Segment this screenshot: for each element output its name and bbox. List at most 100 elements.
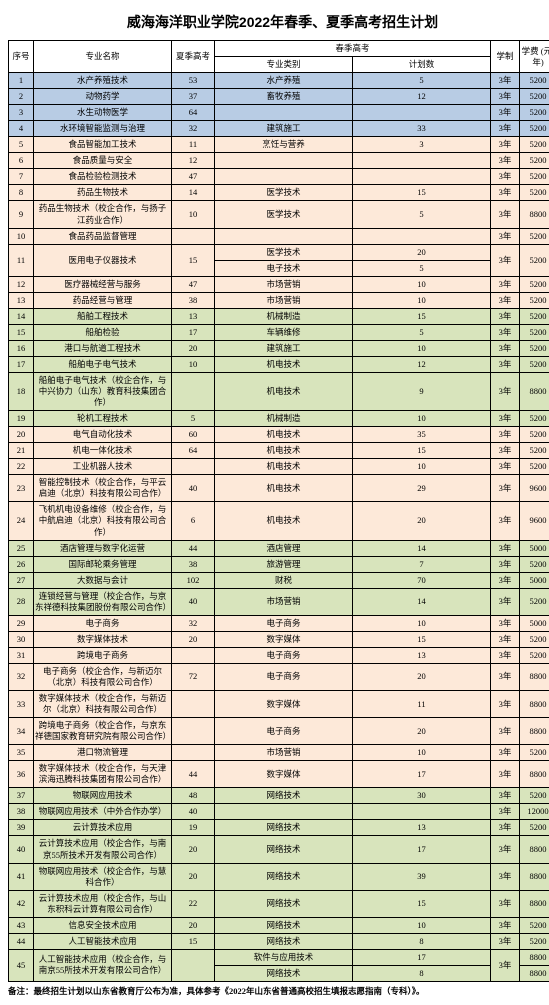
cell-tuition: 8800 xyxy=(520,718,549,745)
cell-tuition: 5200 xyxy=(520,588,549,615)
cell-seq: 18 xyxy=(9,372,34,410)
cell-sys: 3年 xyxy=(491,917,520,933)
cell-cat: 机电技术 xyxy=(215,427,353,443)
cell-seq: 14 xyxy=(9,308,34,324)
cell-sys: 3年 xyxy=(491,121,520,137)
cell-summer: 32 xyxy=(172,121,215,137)
cell-seq: 36 xyxy=(9,761,34,788)
cell-tuition: 5200 xyxy=(520,228,549,244)
cell-plan: 30 xyxy=(353,788,491,804)
cell-summer xyxy=(172,949,215,981)
cell-seq: 1 xyxy=(9,73,34,89)
cell-plan xyxy=(353,153,491,169)
cell-summer: 10 xyxy=(172,201,215,228)
cell-plan: 20 xyxy=(353,244,491,260)
cell-cat: 水产养殖 xyxy=(215,73,353,89)
cell-plan: 10 xyxy=(353,276,491,292)
cell-seq: 28 xyxy=(9,588,34,615)
cell-tuition: 8800 xyxy=(520,663,549,690)
cell-summer: 38 xyxy=(172,292,215,308)
cell-plan: 17 xyxy=(353,949,491,965)
cell-cat: 数字媒体 xyxy=(215,761,353,788)
cell-plan: 10 xyxy=(353,615,491,631)
cell-seq: 4 xyxy=(9,121,34,137)
cell-cat: 电子商务 xyxy=(215,647,353,663)
cell-tuition: 8800 xyxy=(520,949,549,965)
cell-sys: 3年 xyxy=(491,836,520,863)
table-row: 27大数据与会计102财税703年5000 xyxy=(9,572,549,588)
cell-sys: 3年 xyxy=(491,244,520,276)
cell-seq: 43 xyxy=(9,917,34,933)
cell-cat: 医学技术 xyxy=(215,244,353,260)
cell-plan: 11 xyxy=(353,691,491,718)
cell-cat: 市场营销 xyxy=(215,745,353,761)
table-row: 30数字媒体技术20数字媒体153年5200 xyxy=(9,631,549,647)
cell-summer: 40 xyxy=(172,804,215,820)
cell-sys: 3年 xyxy=(491,788,520,804)
cell-cat: 网络技术 xyxy=(215,933,353,949)
cell-tuition: 9600 xyxy=(520,502,549,540)
cell-summer: 17 xyxy=(172,324,215,340)
cell-tuition: 5200 xyxy=(520,631,549,647)
cell-sys: 3年 xyxy=(491,185,520,201)
cell-tuition: 5200 xyxy=(520,105,549,121)
cell-tuition: 8800 xyxy=(520,890,549,917)
cell-seq: 6 xyxy=(9,153,34,169)
cell-sys: 3年 xyxy=(491,411,520,427)
cell-summer: 32 xyxy=(172,615,215,631)
cell-tuition: 8800 xyxy=(520,372,549,410)
cell-tuition: 5200 xyxy=(520,153,549,169)
cell-summer xyxy=(172,745,215,761)
th-spring-cat: 专业类别 xyxy=(215,57,353,73)
cell-seq: 31 xyxy=(9,647,34,663)
cell-summer: 22 xyxy=(172,890,215,917)
cell-major: 物联网应用技术（校企合作，与慧科合作） xyxy=(34,863,172,890)
cell-cat: 电子商务 xyxy=(215,663,353,690)
cell-cat: 机电技术 xyxy=(215,475,353,502)
cell-plan: 35 xyxy=(353,427,491,443)
th-spring-plan: 计划数 xyxy=(353,57,491,73)
cell-summer: 20 xyxy=(172,836,215,863)
cell-major: 电子商务（校企合作，与新迈尔（北京）科技有限公司合作） xyxy=(34,663,172,690)
cell-major: 跨境电子商务 xyxy=(34,647,172,663)
table-row: 1水产养殖技术53水产养殖53年5200 xyxy=(9,73,549,89)
cell-summer: 47 xyxy=(172,169,215,185)
cell-sys: 3年 xyxy=(491,73,520,89)
cell-plan: 70 xyxy=(353,572,491,588)
cell-cat: 网络技术 xyxy=(215,863,353,890)
cell-summer: 5 xyxy=(172,411,215,427)
cell-summer xyxy=(172,459,215,475)
cell-summer: 14 xyxy=(172,185,215,201)
cell-cat: 软件与应用技术 xyxy=(215,949,353,965)
cell-major: 药品生物技术 xyxy=(34,185,172,201)
cell-major: 连锁经营与管理（校企合作，与京东祥德科技集团股份有限公司合作） xyxy=(34,588,172,615)
cell-cat: 电子技术 xyxy=(215,260,353,276)
cell-seq: 33 xyxy=(9,691,34,718)
table-row: 44人工智能技术应用15网络技术83年5200 xyxy=(9,933,549,949)
cell-seq: 8 xyxy=(9,185,34,201)
table-row: 5食品智能加工技术11烹饪与营养33年5200 xyxy=(9,137,549,153)
cell-tuition: 12000 xyxy=(520,804,549,820)
cell-sys: 3年 xyxy=(491,933,520,949)
cell-major: 人工智能技术应用 xyxy=(34,933,172,949)
cell-tuition: 5200 xyxy=(520,917,549,933)
cell-major: 信息安全技术应用 xyxy=(34,917,172,933)
cell-plan: 10 xyxy=(353,917,491,933)
th-system: 学制 xyxy=(491,41,520,73)
cell-summer: 20 xyxy=(172,631,215,647)
table-row: 32电子商务（校企合作，与新迈尔（北京）科技有限公司合作）72电子商务203年8… xyxy=(9,663,549,690)
table-row: 39云计算技术应用19网络技术133年5200 xyxy=(9,820,549,836)
table-row: 10食品药品监督管理3年5200 xyxy=(9,228,549,244)
cell-tuition: 5000 xyxy=(520,540,549,556)
cell-major: 医疗器械经营与服务 xyxy=(34,276,172,292)
cell-sys: 3年 xyxy=(491,502,520,540)
cell-tuition: 8800 xyxy=(520,761,549,788)
cell-plan: 15 xyxy=(353,631,491,647)
cell-summer xyxy=(172,718,215,745)
cell-cat: 网络技术 xyxy=(215,820,353,836)
cell-seq: 10 xyxy=(9,228,34,244)
cell-seq: 15 xyxy=(9,324,34,340)
cell-sys: 3年 xyxy=(491,276,520,292)
cell-sys: 3年 xyxy=(491,631,520,647)
cell-cat: 旅游管理 xyxy=(215,556,353,572)
